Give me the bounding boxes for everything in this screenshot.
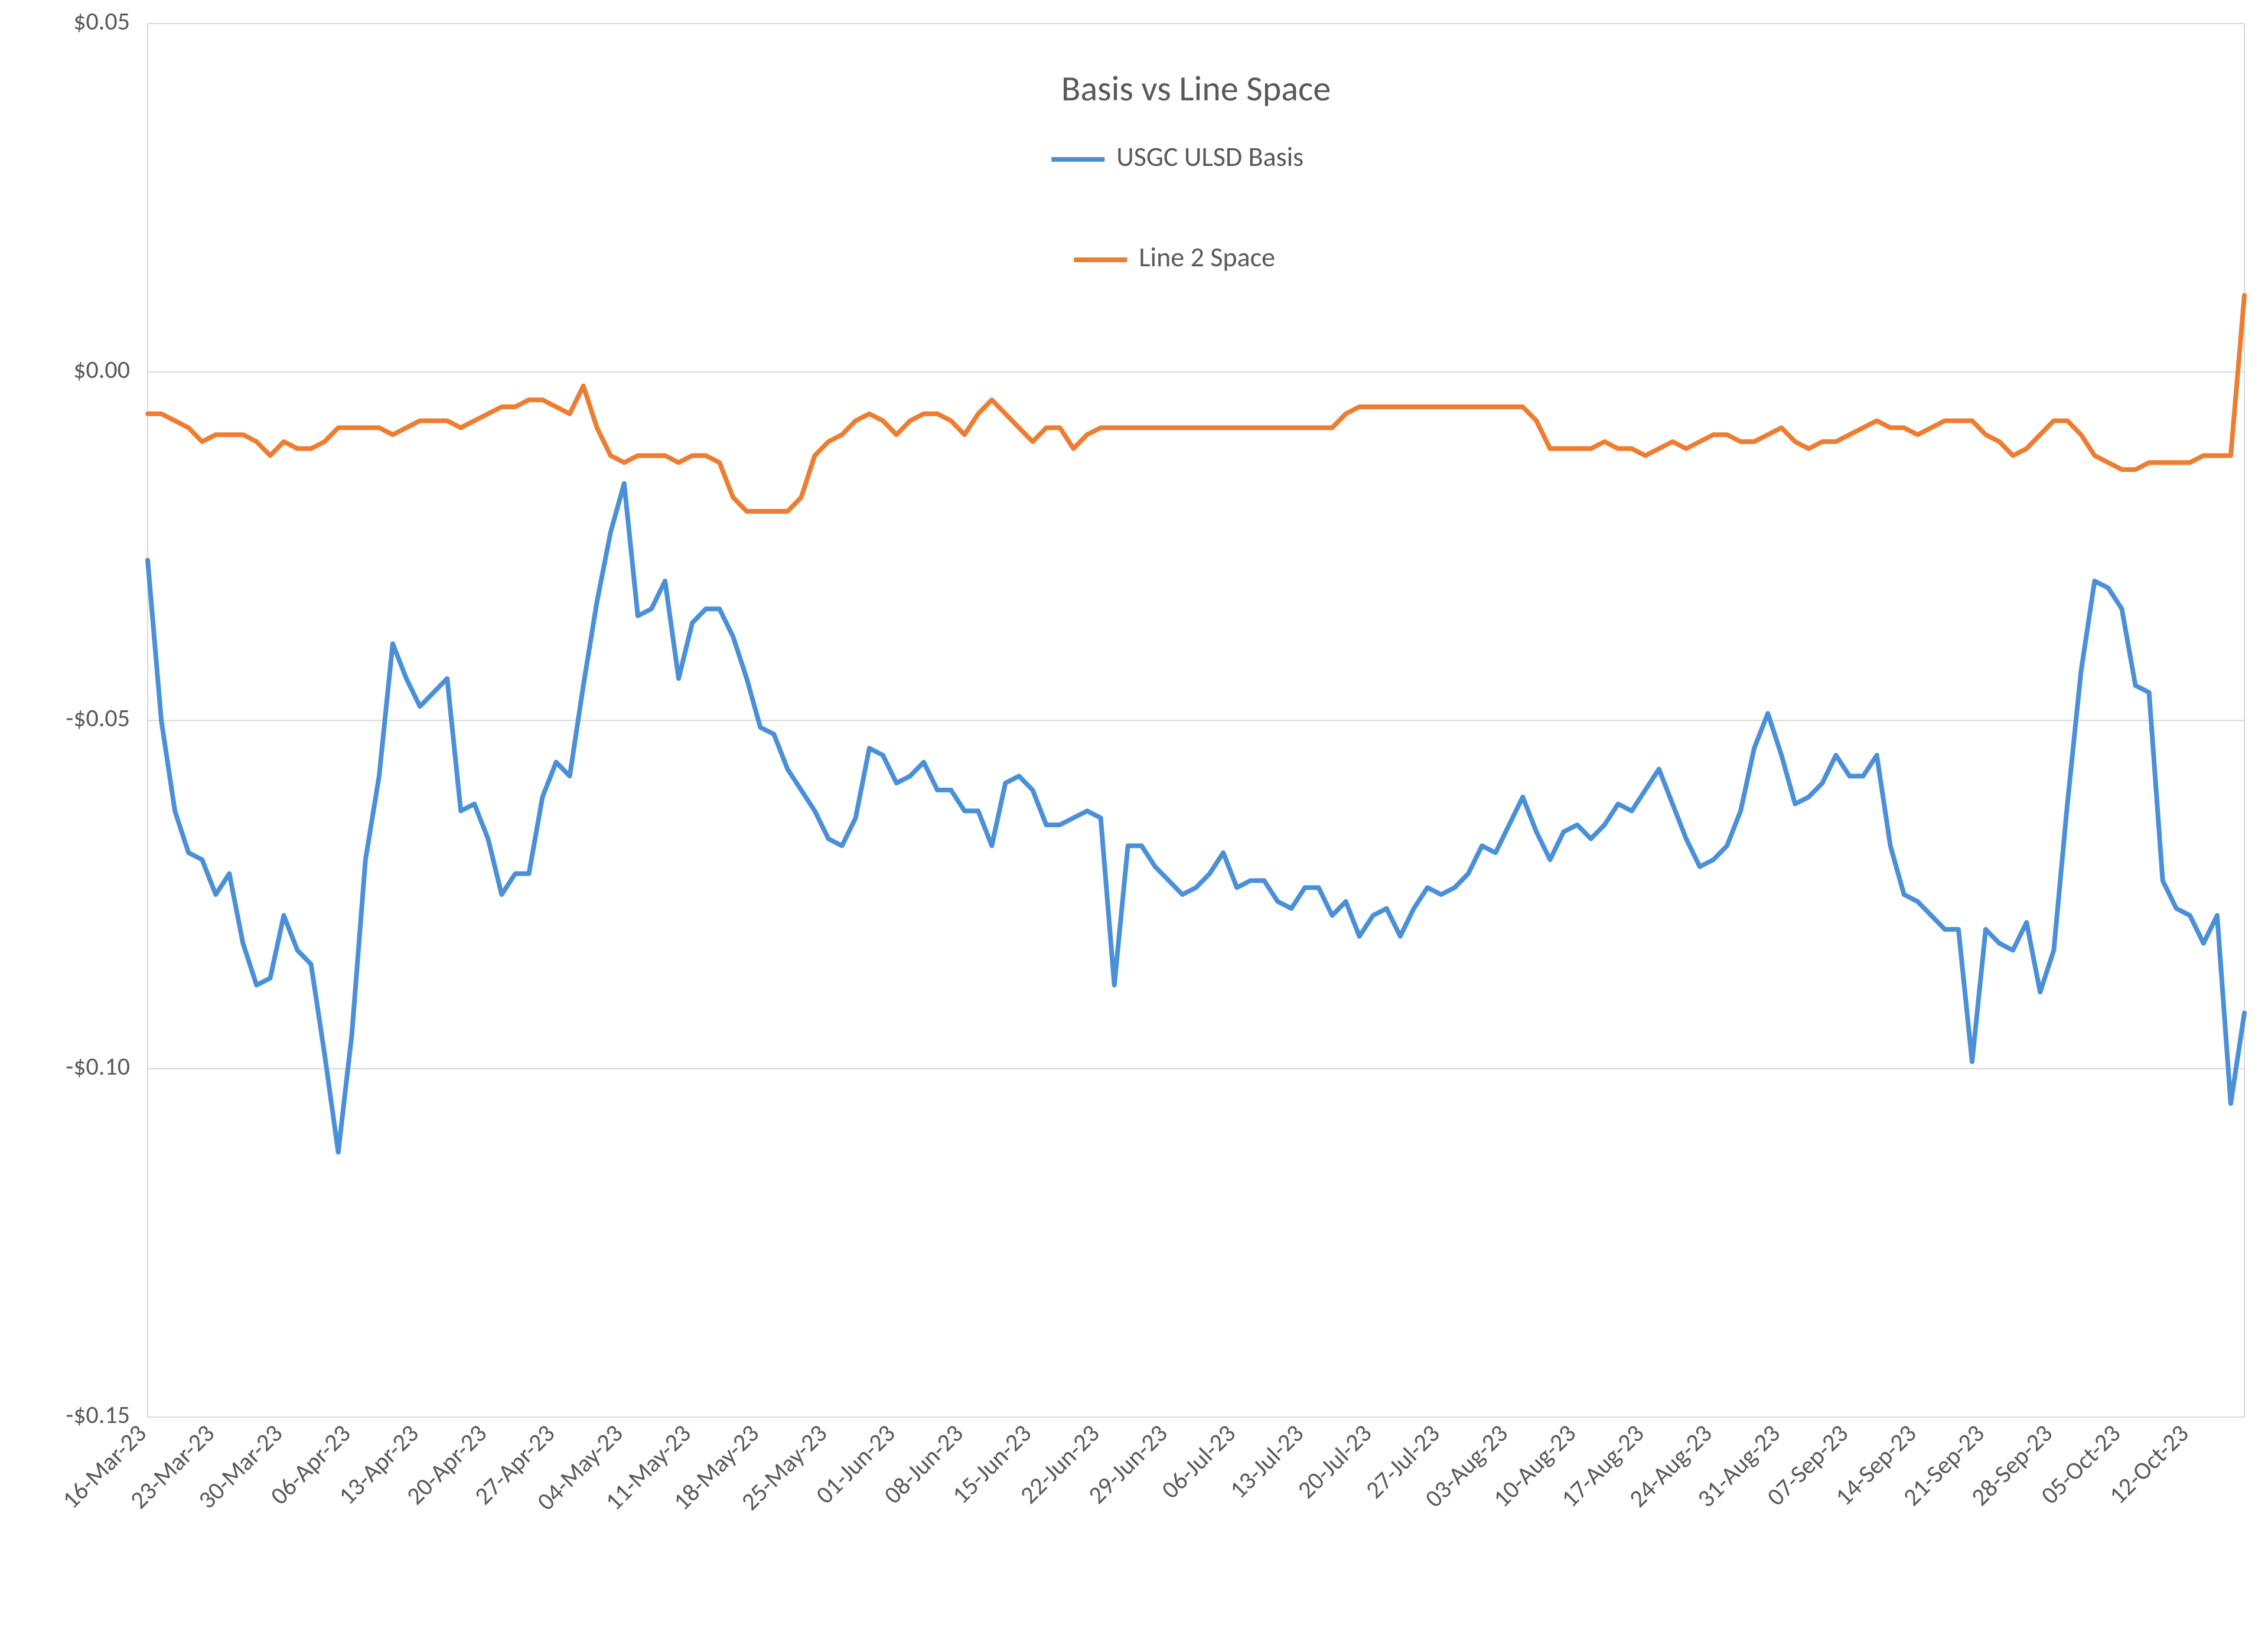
y-tick-label: $0.00 bbox=[73, 355, 130, 385]
legend-label: USGC ULSD Basis bbox=[1116, 141, 1304, 174]
chart-svg: -$0.15 -$0.10 -$0.05 $0.00 $0.05 Basis vs Lin… bbox=[0, 0, 2268, 1645]
y-tick-label: -$0.15 bbox=[66, 1400, 130, 1430]
chart-container: -$0.15 -$0.10 -$0.05 $0.00 $0.05 Basis vs Lin… bbox=[0, 0, 2268, 1645]
y-tick-label: -$0.05 bbox=[66, 703, 130, 733]
legend-label: Line 2 Space bbox=[1139, 241, 1275, 274]
chart-title: Basis vs Line Space bbox=[1061, 67, 1331, 110]
y-tick-label: $0.05 bbox=[73, 6, 130, 37]
y-tick-label: -$0.10 bbox=[66, 1052, 130, 1082]
